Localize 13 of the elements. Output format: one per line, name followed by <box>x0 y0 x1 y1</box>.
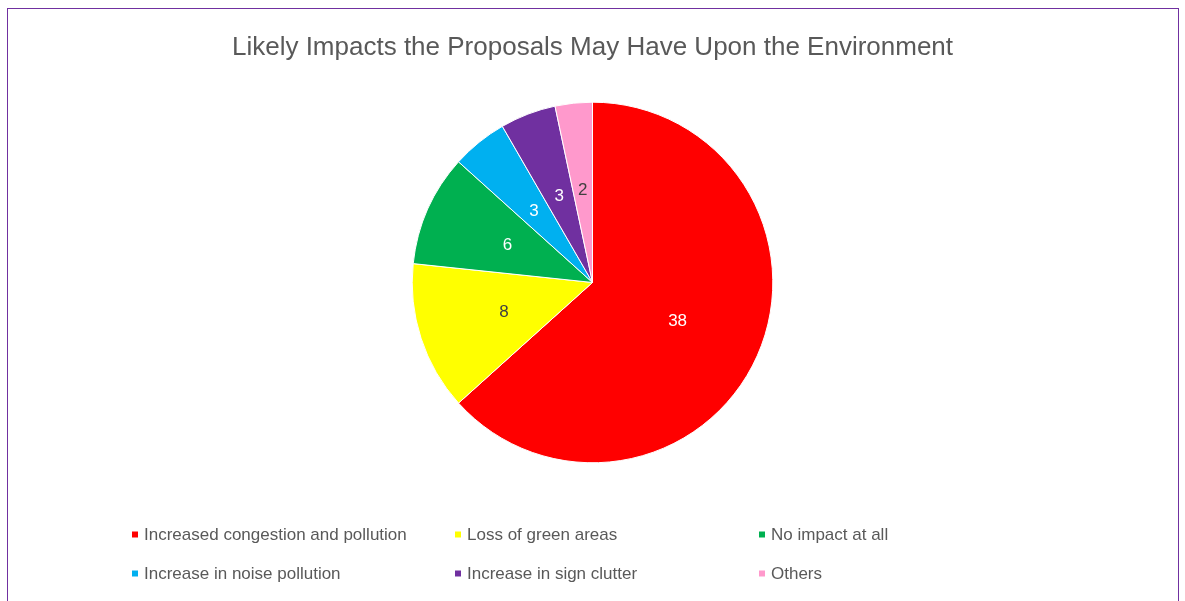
legend-label: Loss of green areas <box>467 525 618 544</box>
legend-label: Increased congestion and pollution <box>144 525 407 544</box>
legend-label: No impact at all <box>771 525 889 544</box>
data-label: 3 <box>529 200 539 220</box>
data-label: 6 <box>502 235 513 255</box>
legend-label: Increase in noise pollution <box>144 564 341 583</box>
data-label: 38 <box>668 310 688 330</box>
legend-label: Others <box>771 564 823 583</box>
chart-title: Likely Impacts the Proposals May Have Upon the Environment <box>231 31 954 61</box>
data-label: 2 <box>578 180 588 200</box>
legend-label: Increase in sign clutter <box>467 564 638 583</box>
data-label: 3 <box>554 186 564 206</box>
data-label: 8 <box>499 301 509 321</box>
